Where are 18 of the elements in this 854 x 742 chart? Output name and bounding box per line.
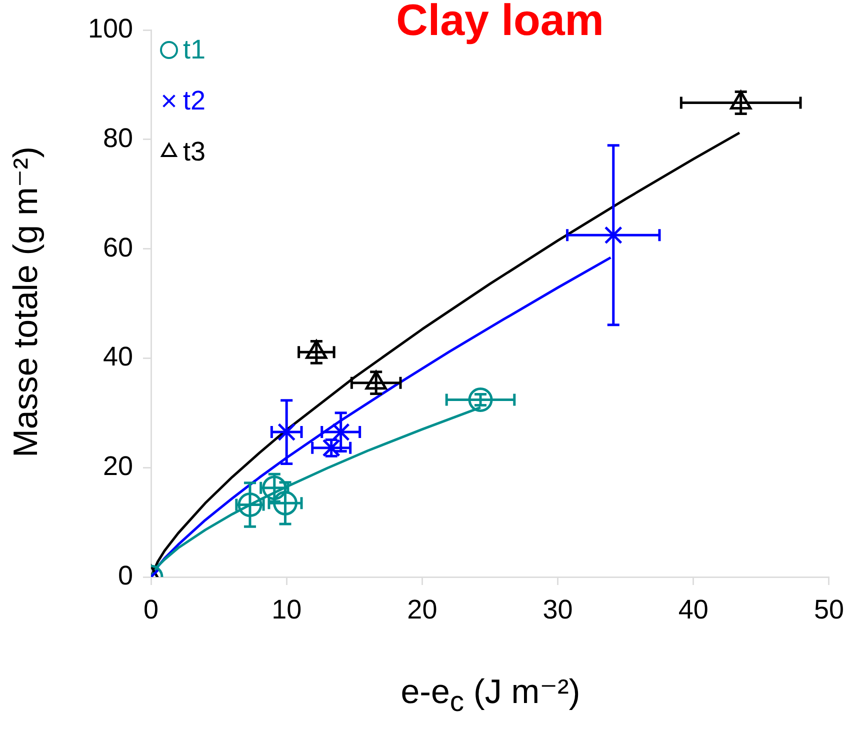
y-tick-label: 0 bbox=[118, 560, 133, 590]
y-tick-label: 100 bbox=[88, 13, 133, 44]
x-tick-label: 30 bbox=[542, 594, 573, 625]
y-tick-label: 80 bbox=[102, 122, 133, 153]
x-tick-label: 10 bbox=[272, 594, 302, 625]
x-axis-title: e-e$_{c}$ (J m⁻²) bbox=[400, 672, 582, 719]
x-tick-label: 50 bbox=[814, 594, 844, 625]
x-tick-label: 0 bbox=[143, 594, 159, 625]
x-tick-label: 40 bbox=[678, 594, 708, 625]
legend-label: t1 bbox=[183, 34, 206, 64]
legend-label: t2 bbox=[183, 85, 206, 116]
x-tick-label: 20 bbox=[407, 594, 438, 625]
y-axis-title: Masse totale (g m⁻²) bbox=[6, 145, 46, 459]
chart-title: Clay loam bbox=[395, 0, 605, 46]
legend-label: t3 bbox=[183, 136, 206, 166]
y-tick-label: 20 bbox=[102, 451, 133, 482]
y-tick-label: 60 bbox=[102, 232, 133, 262]
y-tick-label: 40 bbox=[102, 342, 133, 372]
